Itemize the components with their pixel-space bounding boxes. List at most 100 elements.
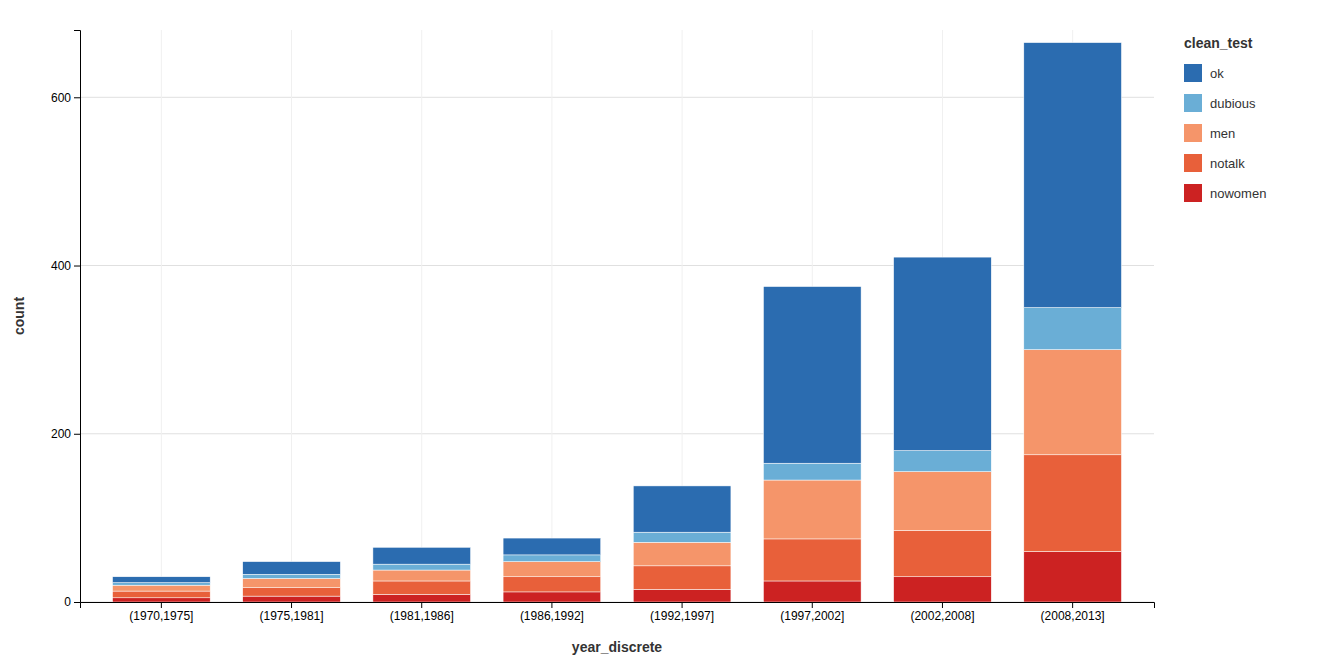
legend-swatch (1184, 124, 1202, 142)
bar (894, 472, 992, 531)
tick-label: 0 (64, 595, 71, 609)
tick: 200 (51, 427, 80, 441)
bar (503, 562, 601, 577)
bar (633, 589, 731, 602)
bar (894, 257, 992, 450)
tick-mark (74, 97, 80, 98)
y-axis: 0 200 400 600 (51, 31, 81, 610)
bar (633, 486, 731, 532)
tick-label: (1992,1997] (650, 609, 714, 623)
grid-line (551, 30, 552, 602)
tick-label: (2008,2013] (1041, 609, 1105, 623)
tick: (1981,1986] (390, 602, 454, 623)
tick: 600 (51, 91, 80, 105)
grid-line (80, 265, 1154, 266)
bar (373, 570, 471, 581)
bar (1024, 552, 1122, 602)
tick-mark (551, 602, 552, 608)
tick-mark (291, 602, 292, 608)
bar (503, 538, 601, 555)
bar (633, 532, 731, 542)
legend-item: dubious (1184, 94, 1256, 112)
bar (763, 287, 861, 464)
bar (894, 577, 992, 602)
bar (763, 463, 861, 480)
bar (373, 547, 471, 564)
tick: (2008,2013] (1041, 602, 1105, 623)
bar (243, 596, 341, 602)
tick-mark (812, 602, 813, 608)
bar (243, 562, 341, 575)
bar (243, 578, 341, 587)
bar (1024, 455, 1122, 552)
bar (633, 566, 731, 590)
legend-label: nowomen (1210, 186, 1266, 201)
legend-label: notalk (1210, 156, 1245, 171)
tick-label: (1981,1986] (390, 609, 454, 623)
legend-item: notalk (1184, 154, 1245, 172)
tick: (2002,2008] (910, 602, 974, 623)
bar (1024, 350, 1122, 455)
legend-swatch (1184, 184, 1202, 202)
grid (80, 30, 1154, 602)
tick-label: (2002,2008] (910, 609, 974, 623)
bar (113, 583, 211, 586)
tick-mark (682, 602, 683, 608)
legend: clean_testok dubious men notalk nowomen (1184, 35, 1266, 202)
bar (113, 598, 211, 602)
legend-title: clean_test (1184, 35, 1253, 51)
grid-line (421, 30, 422, 602)
bar (243, 574, 341, 578)
tick-label: 400 (51, 259, 71, 273)
bar (763, 480, 861, 539)
plot: (1970,1975] (1975,1981] (1981,1986] (1986,1… (51, 30, 1155, 623)
bar (503, 577, 601, 592)
tick-mark (161, 602, 162, 608)
legend-swatch (1184, 64, 1202, 82)
tick-mark (74, 602, 80, 603)
tick-mark (74, 434, 80, 435)
tick-mark (1072, 602, 1073, 608)
bar (503, 592, 601, 602)
x-axis: (1970,1975] (1975,1981] (1981,1986] (1986,1… (81, 602, 1155, 623)
tick-label: 600 (51, 91, 71, 105)
tick: 0 (64, 595, 80, 609)
bar (113, 585, 211, 591)
bar (763, 539, 861, 581)
tick: (1986,1992] (520, 602, 584, 623)
bar (894, 451, 992, 472)
bar (894, 531, 992, 577)
tick: (1992,1997] (650, 602, 714, 623)
tick: (1975,1981] (260, 602, 324, 623)
series (113, 43, 1122, 583)
legend-item: nowomen (1184, 184, 1266, 202)
tick: (1970,1975] (129, 602, 193, 623)
tick: (1997,2002] (780, 602, 844, 623)
grid-line (80, 433, 1154, 434)
legend-item: ok (1184, 64, 1224, 82)
grid-line (161, 30, 162, 602)
tick-label: (1997,2002] (780, 609, 844, 623)
bar (633, 542, 731, 566)
bar (113, 577, 211, 583)
axis-line (81, 603, 1155, 609)
bar (763, 581, 861, 602)
chart: (1970,1975] (1975,1981] (1981,1986] (1986,1… (0, 0, 1344, 672)
legend-label: men (1210, 126, 1235, 141)
bar (1024, 308, 1122, 350)
axis-line (74, 31, 81, 603)
bar (1024, 43, 1122, 308)
bar (373, 594, 471, 602)
bar (243, 588, 341, 596)
bar (373, 581, 471, 594)
legend-swatch (1184, 154, 1202, 172)
bar (503, 555, 601, 562)
tick-mark (942, 602, 943, 608)
tick: 400 (51, 259, 80, 273)
bars (113, 43, 1122, 602)
tick-label: 200 (51, 427, 71, 441)
tick-label: (1970,1975] (129, 609, 193, 623)
legend-swatch (1184, 94, 1202, 112)
series (113, 455, 1122, 598)
y-axis-title: count (11, 297, 27, 335)
